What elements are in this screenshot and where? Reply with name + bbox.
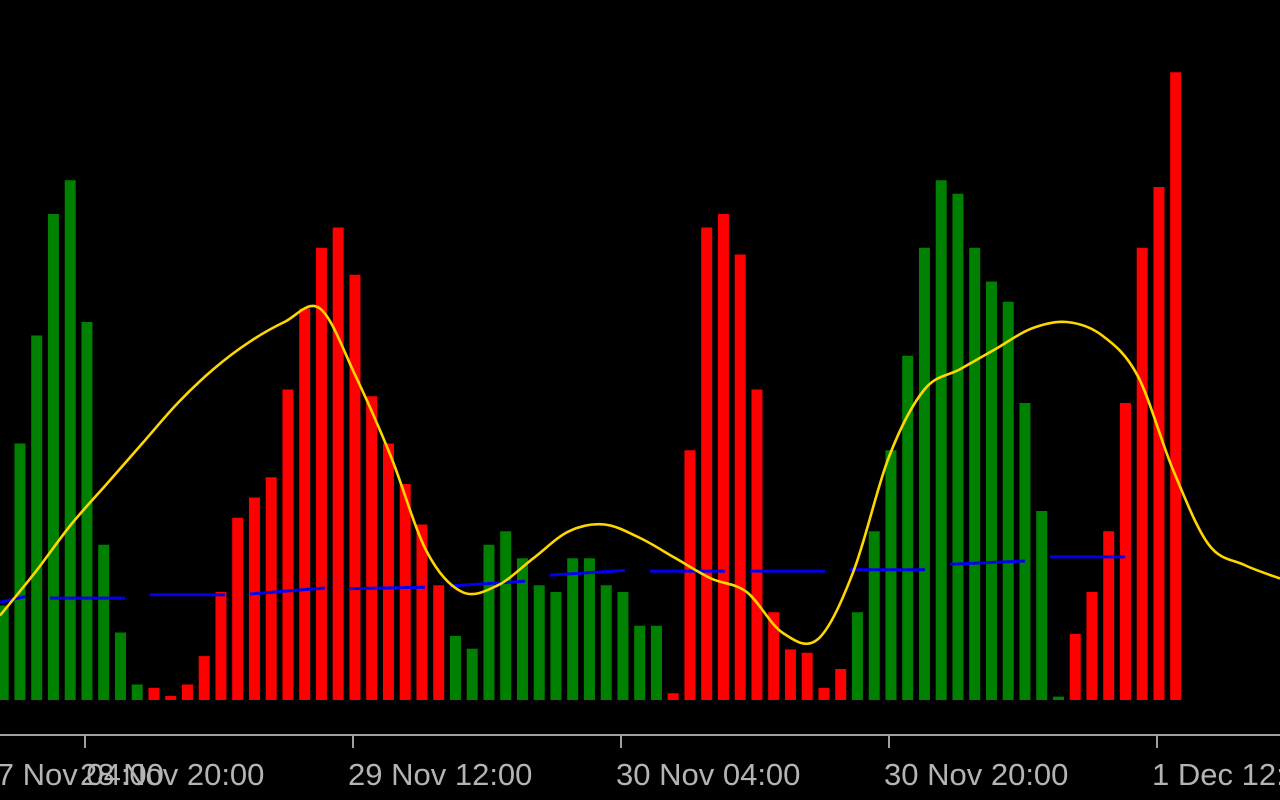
bar-up — [851, 612, 863, 700]
bar-down — [148, 687, 160, 700]
bar-down — [382, 443, 394, 700]
bar-down — [1136, 247, 1148, 700]
bar-down — [416, 524, 428, 700]
bar-down — [717, 214, 729, 700]
histogram-bars — [0, 72, 1182, 701]
bar-down — [181, 684, 193, 700]
bar-up — [567, 558, 579, 700]
bar-up — [31, 335, 43, 700]
bar-down — [734, 254, 746, 700]
bar-up — [935, 180, 947, 700]
bar-down — [784, 649, 796, 701]
bar-up — [14, 443, 26, 700]
bar-up — [81, 322, 93, 700]
bar-up — [985, 281, 997, 700]
bar-down — [1153, 187, 1165, 700]
bar-down — [818, 687, 830, 700]
bar-down — [349, 274, 361, 700]
bar-up — [634, 625, 646, 700]
bar-down — [332, 227, 344, 700]
bar-down — [232, 517, 244, 700]
bar-down — [1119, 403, 1131, 700]
bar-down — [282, 389, 294, 700]
bar-up — [1036, 511, 1048, 700]
bar-up — [650, 625, 662, 700]
bar-up — [98, 544, 110, 700]
bar-down — [701, 227, 713, 700]
bar-up — [131, 684, 143, 700]
bar-down — [835, 668, 847, 700]
bar-up — [600, 585, 612, 700]
bar-up — [868, 531, 880, 700]
bar-up — [466, 648, 478, 700]
bar-up — [902, 355, 914, 700]
bar-up — [483, 544, 495, 700]
bar-up — [533, 585, 545, 700]
level-segment — [949, 559, 1026, 566]
bar-down — [315, 247, 327, 700]
level-segment — [549, 568, 626, 577]
bar-up — [1052, 696, 1064, 701]
bar-down — [751, 389, 763, 700]
signal-line-series — [0, 304, 1280, 645]
bar-down — [801, 652, 813, 700]
bar-up — [918, 247, 930, 700]
bar-up — [885, 450, 897, 700]
bar-up — [969, 247, 981, 700]
bar-down — [198, 656, 210, 701]
bar-up — [550, 592, 562, 700]
bar-down — [433, 585, 445, 700]
bar-up — [617, 592, 629, 700]
bar-down — [248, 497, 260, 700]
bar-down — [265, 477, 277, 700]
x-tick-label: 1 Dec 12:00 — [1152, 757, 1280, 792]
x-tick-label: 30 Nov 20:00 — [884, 757, 1068, 792]
bar-up — [1019, 403, 1031, 700]
level-segment — [349, 585, 426, 591]
level-line-series — [0, 555, 1125, 604]
level-segment — [449, 579, 526, 588]
bar-up — [0, 605, 9, 700]
bar-up — [64, 180, 76, 700]
bar-down — [299, 308, 311, 700]
bar-down — [768, 612, 780, 700]
bar-up — [1002, 301, 1014, 700]
bar-down — [215, 592, 227, 700]
x-tick-label: 28 Nov 20:00 — [80, 757, 264, 792]
bar-up — [449, 635, 461, 701]
bar-down — [1103, 531, 1115, 700]
bar-up — [516, 558, 528, 700]
bar-down — [366, 396, 378, 700]
signal-line — [0, 304, 1280, 645]
bar-down — [1170, 72, 1182, 700]
bar-up — [500, 531, 512, 700]
bar-down — [1069, 633, 1081, 700]
x-tick-label: 30 Nov 04:00 — [616, 757, 800, 792]
x-tick-label: 29 Nov 12:00 — [348, 757, 532, 792]
bar-down — [667, 693, 679, 700]
bar-up — [114, 632, 126, 700]
bar-up — [583, 558, 595, 700]
bar-down — [1086, 592, 1098, 700]
bar-down — [399, 484, 411, 700]
x-tick-label: 27 Nov 04:00 — [0, 757, 164, 792]
bar-up — [952, 193, 964, 700]
bar-up — [47, 214, 59, 700]
bar-down — [165, 695, 177, 700]
bar-down — [684, 450, 696, 700]
level-segment — [249, 586, 326, 596]
